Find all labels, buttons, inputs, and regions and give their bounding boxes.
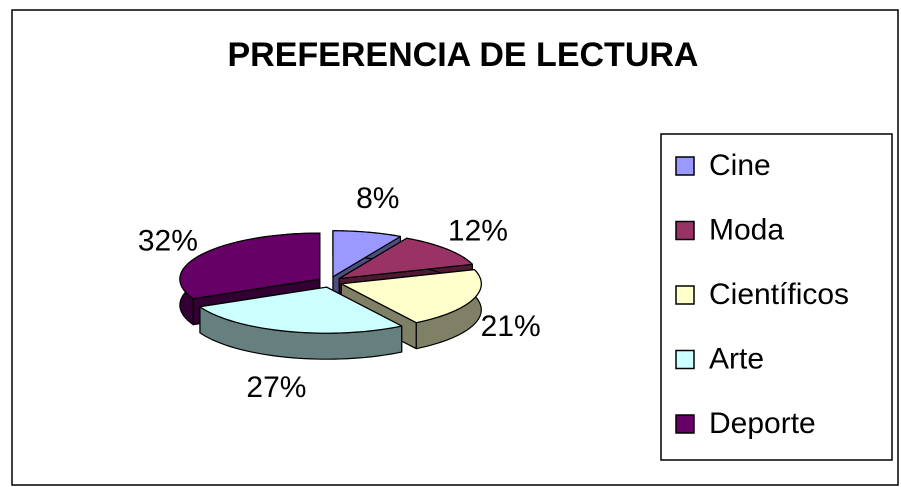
legend-label: Cine	[709, 149, 771, 182]
data-label: 21%	[481, 310, 541, 343]
legend-label: Arte	[709, 342, 764, 375]
data-label: 12%	[448, 214, 508, 247]
legend-box	[660, 133, 893, 461]
slice-top	[199, 286, 403, 334]
legend-swatch	[675, 156, 695, 176]
data-label: 27%	[246, 371, 306, 404]
legend-swatch	[675, 349, 695, 370]
data-label: 8%	[356, 182, 399, 215]
legend-label: Moda	[709, 213, 784, 246]
legend-swatch	[675, 220, 695, 241]
legend-swatch	[675, 414, 695, 434]
legend-label: Científicos	[709, 278, 849, 311]
slice-top	[338, 237, 473, 280]
chart-title: PREFERENCIA DE LECTURA	[228, 36, 699, 74]
slice-top	[332, 230, 402, 278]
legend-label: Deporte	[709, 407, 816, 440]
slice-top	[340, 269, 482, 324]
data-label: 32%	[138, 224, 198, 257]
slice-top	[179, 232, 321, 300]
legend-swatch	[675, 285, 695, 305]
